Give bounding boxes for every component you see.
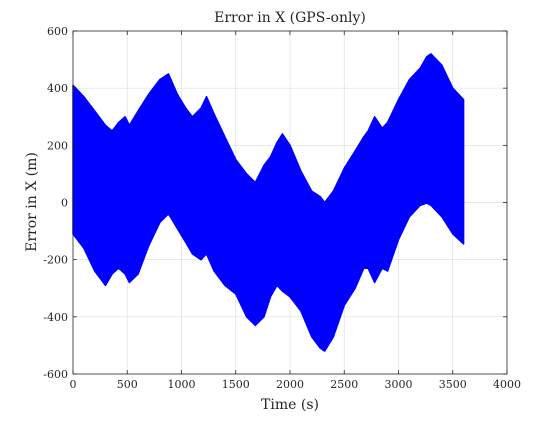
x-tick-label: 1500 bbox=[222, 378, 250, 391]
ticks: 0 500 1000 1500 2000 2500 3000 3500 4000-600-400… bbox=[43, 25, 521, 391]
x-tick-label: 1000 bbox=[168, 378, 196, 391]
data-layer bbox=[72, 53, 465, 352]
x-tick-label: 2500 bbox=[330, 378, 358, 391]
x-axis-title: Time (s) bbox=[261, 397, 319, 413]
y-tick-label: -400 bbox=[43, 311, 68, 324]
y-tick-label: 200 bbox=[47, 139, 68, 152]
x-tick-label: 4000 bbox=[493, 378, 521, 391]
x-tick-label: 0 bbox=[70, 378, 77, 391]
x-tick-label: 3000 bbox=[385, 378, 413, 391]
y-tick-label: 0 bbox=[61, 197, 68, 210]
x-tick-label: 3500 bbox=[439, 378, 467, 391]
y-tick-label: -600 bbox=[43, 368, 68, 381]
y-axis-title: Error in X (m) bbox=[24, 152, 40, 252]
y-tick-label: -200 bbox=[43, 254, 68, 267]
y-tick-label: 600 bbox=[47, 25, 68, 38]
error-band-series-0 bbox=[72, 53, 465, 352]
y-tick-label: 400 bbox=[47, 82, 68, 95]
x-tick-label: 2000 bbox=[276, 378, 304, 391]
x-tick-label: 500 bbox=[117, 378, 138, 391]
chart-title: Error in X (GPS-only) bbox=[214, 10, 366, 26]
